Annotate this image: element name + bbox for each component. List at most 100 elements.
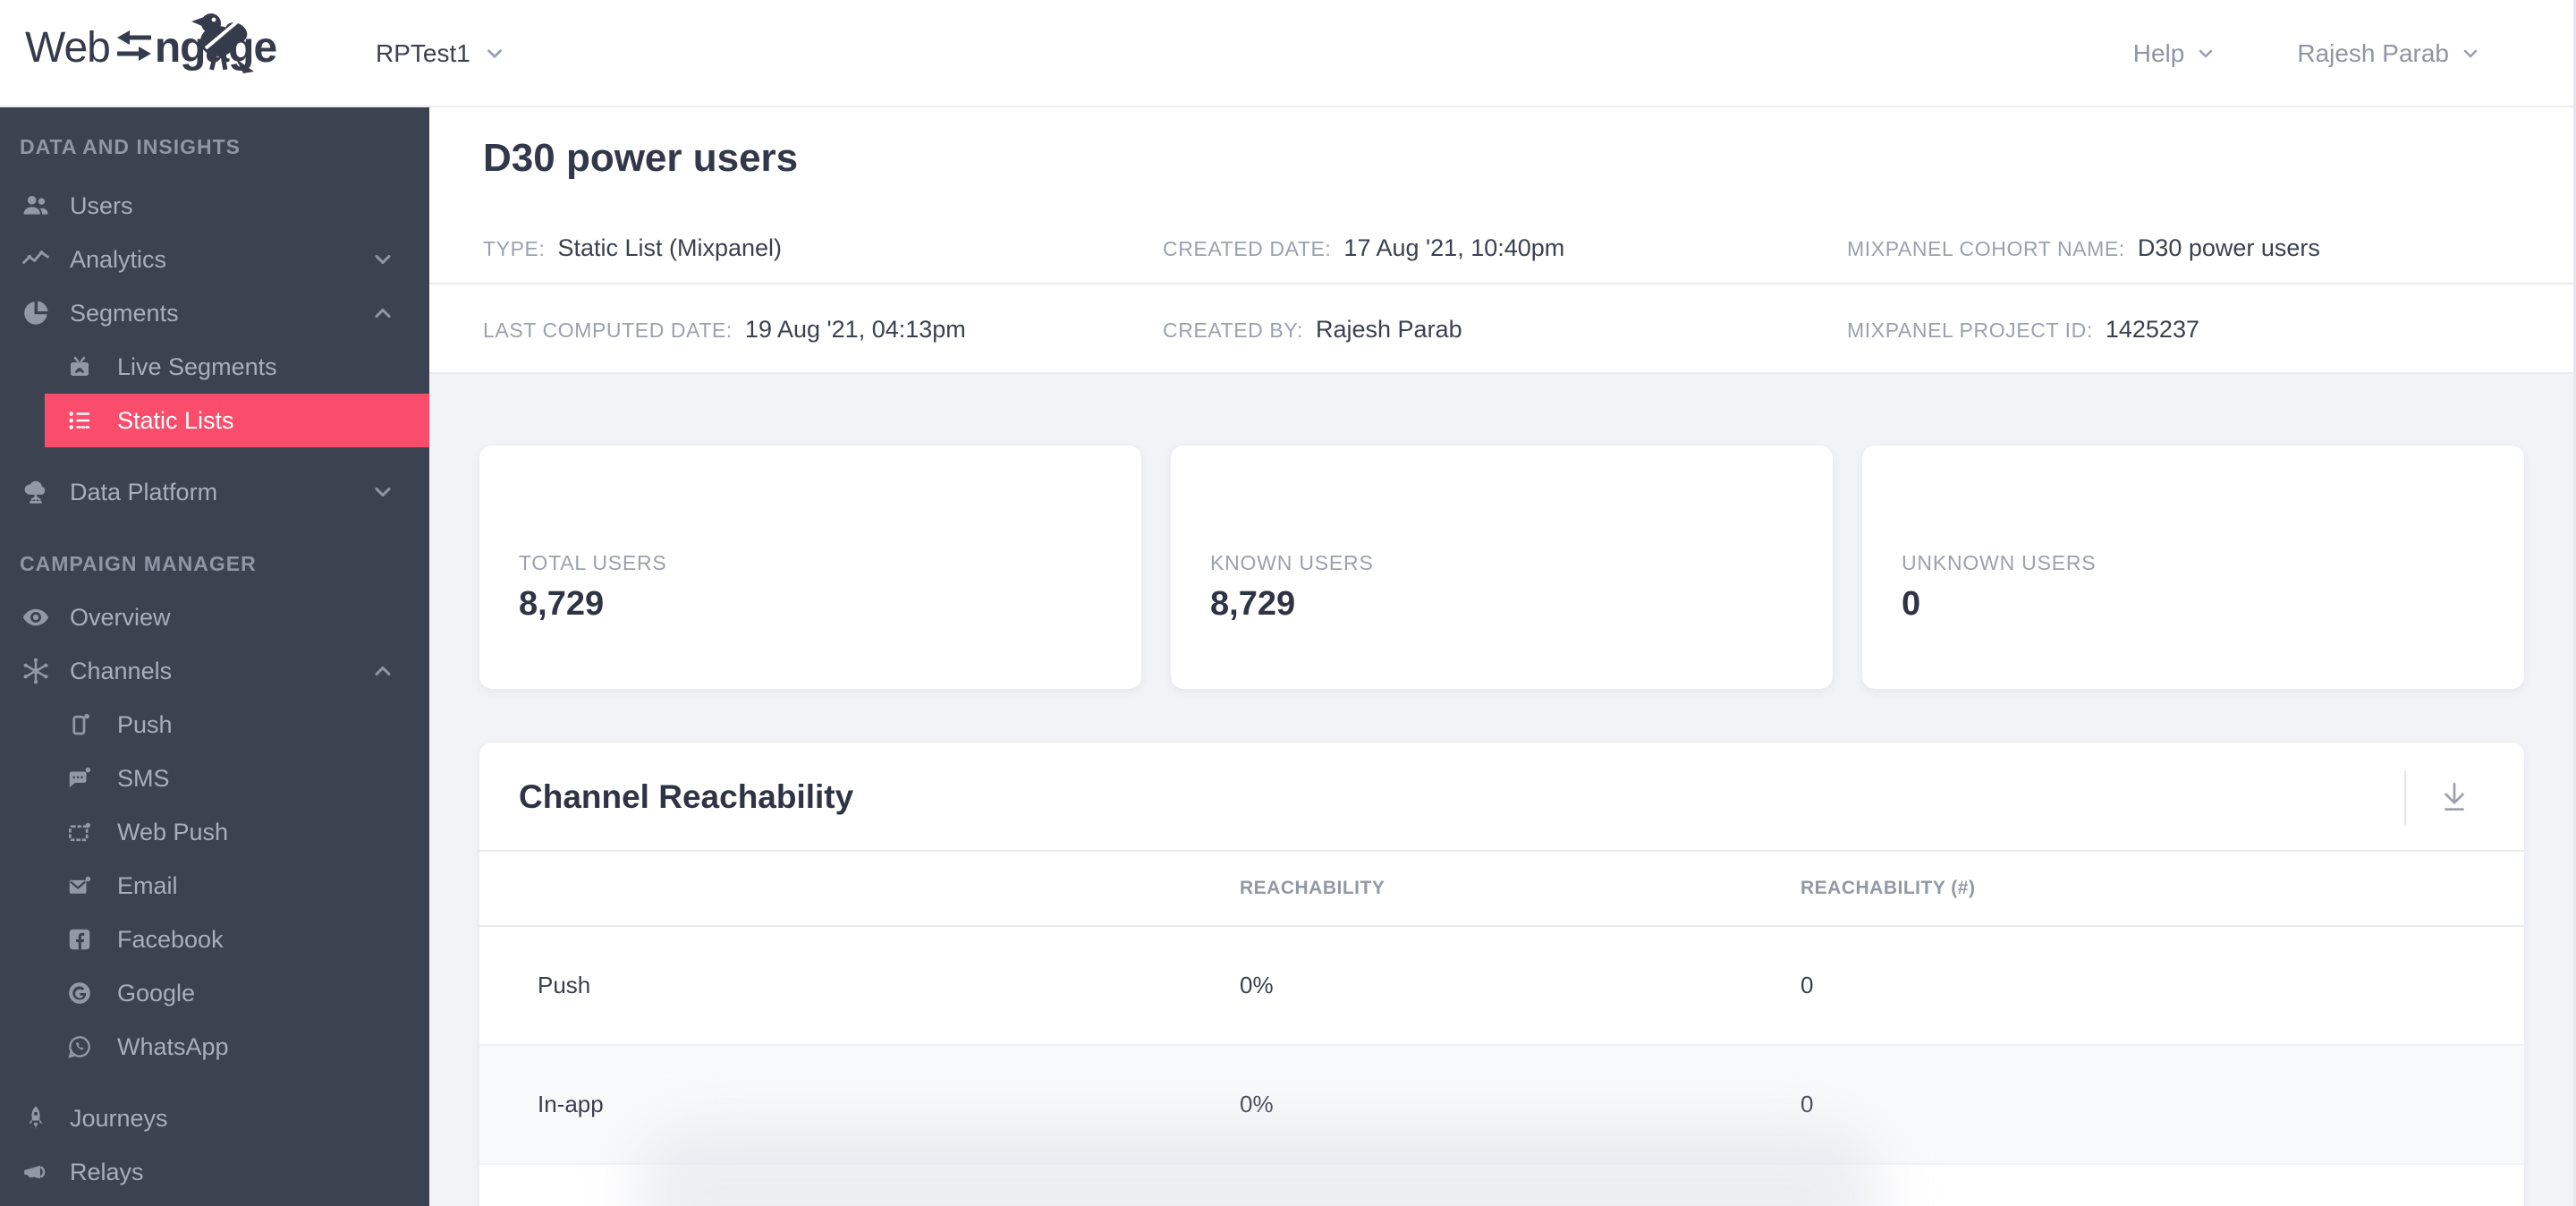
column-reachability-count: REACHABILITY (#) <box>1801 878 1976 898</box>
stat-label: KNOWN USERS <box>1210 551 1374 574</box>
users-icon <box>20 191 52 221</box>
panel-title: Channel Reachability <box>519 778 854 815</box>
topbar: Web ngage <box>0 0 2576 107</box>
sidebar-item-label: Static Lists <box>117 406 234 434</box>
sidebar-item-web-push[interactable]: Web Push <box>0 805 429 859</box>
google-icon <box>65 980 94 1006</box>
sidebar-item-relays[interactable]: Relays <box>0 1145 429 1199</box>
static-lists-icon <box>65 407 94 434</box>
sidebar-item-facebook[interactable]: Facebook <box>0 913 429 966</box>
logo-bird-icon <box>184 9 265 87</box>
meta-value: 1425237 <box>2105 315 2199 343</box>
webengage-logo[interactable]: Web ngage <box>25 13 277 73</box>
meta-value: Rajesh Parab <box>1316 315 1462 343</box>
stat-value: 8,729 <box>1210 585 1296 623</box>
sidebar-item-label: Email <box>117 871 178 899</box>
sidebar-item-label: SMS <box>117 764 170 792</box>
scrollbar-track[interactable] <box>2573 0 2576 1206</box>
sidebar-item-whatsapp[interactable]: WhatsApp <box>0 1020 429 1074</box>
sidebar-item-label: Users <box>70 191 133 219</box>
meta-row-2: LAST COMPUTED DATE: 19 Aug '21, 04:13pm … <box>429 286 2576 374</box>
sidebar-item-users[interactable]: Users <box>0 179 429 233</box>
meta-project-id: MIXPANEL PROJECT ID: 1425237 <box>1847 316 2576 344</box>
sidebar-item-label: Facebook <box>117 925 224 953</box>
sidebar-item-push[interactable]: Push <box>0 698 429 752</box>
sidebar-item-email[interactable]: Email <box>0 859 429 913</box>
section-title-data-and-insights: DATA AND INSIGHTS <box>20 134 241 158</box>
sidebar-item-label: Push <box>117 710 173 738</box>
sidebar-item-static-lists[interactable]: Static Lists <box>45 394 429 447</box>
meta-type: TYPE: Static List (Mixpanel) <box>483 234 1163 262</box>
sidebar-item-data-platform[interactable]: Data Platform <box>0 465 429 519</box>
cell-reachability: 0% <box>1240 1091 1274 1117</box>
sidebar-item-channels[interactable]: Channels <box>0 644 429 698</box>
workspace-name: RPTest1 <box>376 39 470 67</box>
sidebar-item-label: Data Platform <box>70 478 218 505</box>
live-segments-icon <box>65 353 94 380</box>
web-push-icon <box>65 819 94 845</box>
chevron-down-icon <box>370 247 395 272</box>
mobile-push-icon <box>65 711 94 738</box>
topbar-right: Help Rajesh Parab <box>2133 0 2481 107</box>
sidebar-item-overview[interactable]: Overview <box>0 590 429 644</box>
chevron-down-icon <box>370 480 395 505</box>
data-platform-icon <box>20 477 52 507</box>
meta-value: D30 power users <box>2137 234 2320 261</box>
chevron-up-icon <box>370 301 395 326</box>
section-title-campaign-manager: CAMPAIGN MANAGER <box>20 551 257 575</box>
sidebar: DATA AND INSIGHTS Users Analytics Segmen… <box>0 107 429 1206</box>
help-menu[interactable]: Help <box>2133 39 2217 68</box>
meta-row-1: TYPE: Static List (Mixpanel) CREATED DAT… <box>429 213 2576 285</box>
eye-icon <box>20 602 52 633</box>
stat-value: 0 <box>1902 585 1921 623</box>
cell-channel: In-app <box>538 1091 604 1117</box>
header-divider <box>2404 771 2406 825</box>
chevron-up-icon <box>370 658 395 684</box>
cell-channel: Push <box>538 972 591 998</box>
logo-arrows-icon <box>115 27 153 67</box>
table-row-push: Push 0% 0 <box>479 927 2524 1046</box>
meta-value: 17 Aug '21, 10:40pm <box>1343 234 1565 261</box>
help-label: Help <box>2132 39 2185 67</box>
meta-label: CREATED DATE: <box>1163 236 1332 260</box>
stat-card-unknown-users: UNKNOWN USERS 0 <box>1862 446 2524 689</box>
sidebar-item-google[interactable]: Google <box>0 966 429 1020</box>
channels-icon <box>20 656 52 686</box>
workspace-selector[interactable]: RPTest1 <box>376 0 506 107</box>
user-menu[interactable]: Rajesh Parab <box>2297 39 2481 68</box>
meta-created-by: CREATED BY: Rajesh Parab <box>1163 316 1847 344</box>
meta-label: TYPE: <box>483 236 546 260</box>
download-button[interactable] <box>2417 770 2492 824</box>
sidebar-item-label: WhatsApp <box>117 1032 229 1060</box>
sms-icon <box>65 765 94 792</box>
megaphone-icon <box>20 1157 52 1187</box>
chevron-down-icon <box>2199 49 2213 58</box>
sidebar-item-label: Segments <box>70 299 179 327</box>
cell-count: 0 <box>1801 1091 1814 1117</box>
table-header-row: REACHABILITY REACHABILITY (#) <box>479 852 2524 927</box>
stat-label: UNKNOWN USERS <box>1902 551 2097 574</box>
column-reachability: REACHABILITY <box>1240 878 1385 898</box>
sidebar-item-label: Web Push <box>117 818 229 845</box>
rocket-icon <box>20 1103 52 1134</box>
whatsapp-icon <box>65 1033 94 1060</box>
chevron-down-icon <box>487 49 502 58</box>
sidebar-item-sms[interactable]: SMS <box>0 752 429 805</box>
sidebar-item-live-segments[interactable]: Live Segments <box>0 340 429 394</box>
blurred-overlay <box>631 1125 1884 1206</box>
cell-count: 0 <box>1801 972 1814 998</box>
meta-value: 19 Aug '21, 04:13pm <box>744 315 966 343</box>
sidebar-item-label: Relays <box>70 1158 144 1185</box>
page-header: D30 power users TYPE: Static List (Mixpa… <box>429 107 2576 374</box>
sidebar-item-label: Journeys <box>70 1104 168 1132</box>
email-icon <box>65 872 94 899</box>
meta-label: MIXPANEL COHORT NAME: <box>1847 236 2125 260</box>
sidebar-item-segments[interactable]: Segments <box>0 286 429 340</box>
page-title: D30 power users <box>483 136 799 180</box>
sidebar-item-label: Live Segments <box>117 352 277 380</box>
download-icon <box>2445 782 2464 811</box>
meta-created-date: CREATED DATE: 17 Aug '21, 10:40pm <box>1163 234 1847 262</box>
sidebar-item-journeys[interactable]: Journeys <box>0 1091 429 1145</box>
sidebar-item-analytics[interactable]: Analytics <box>0 233 429 286</box>
